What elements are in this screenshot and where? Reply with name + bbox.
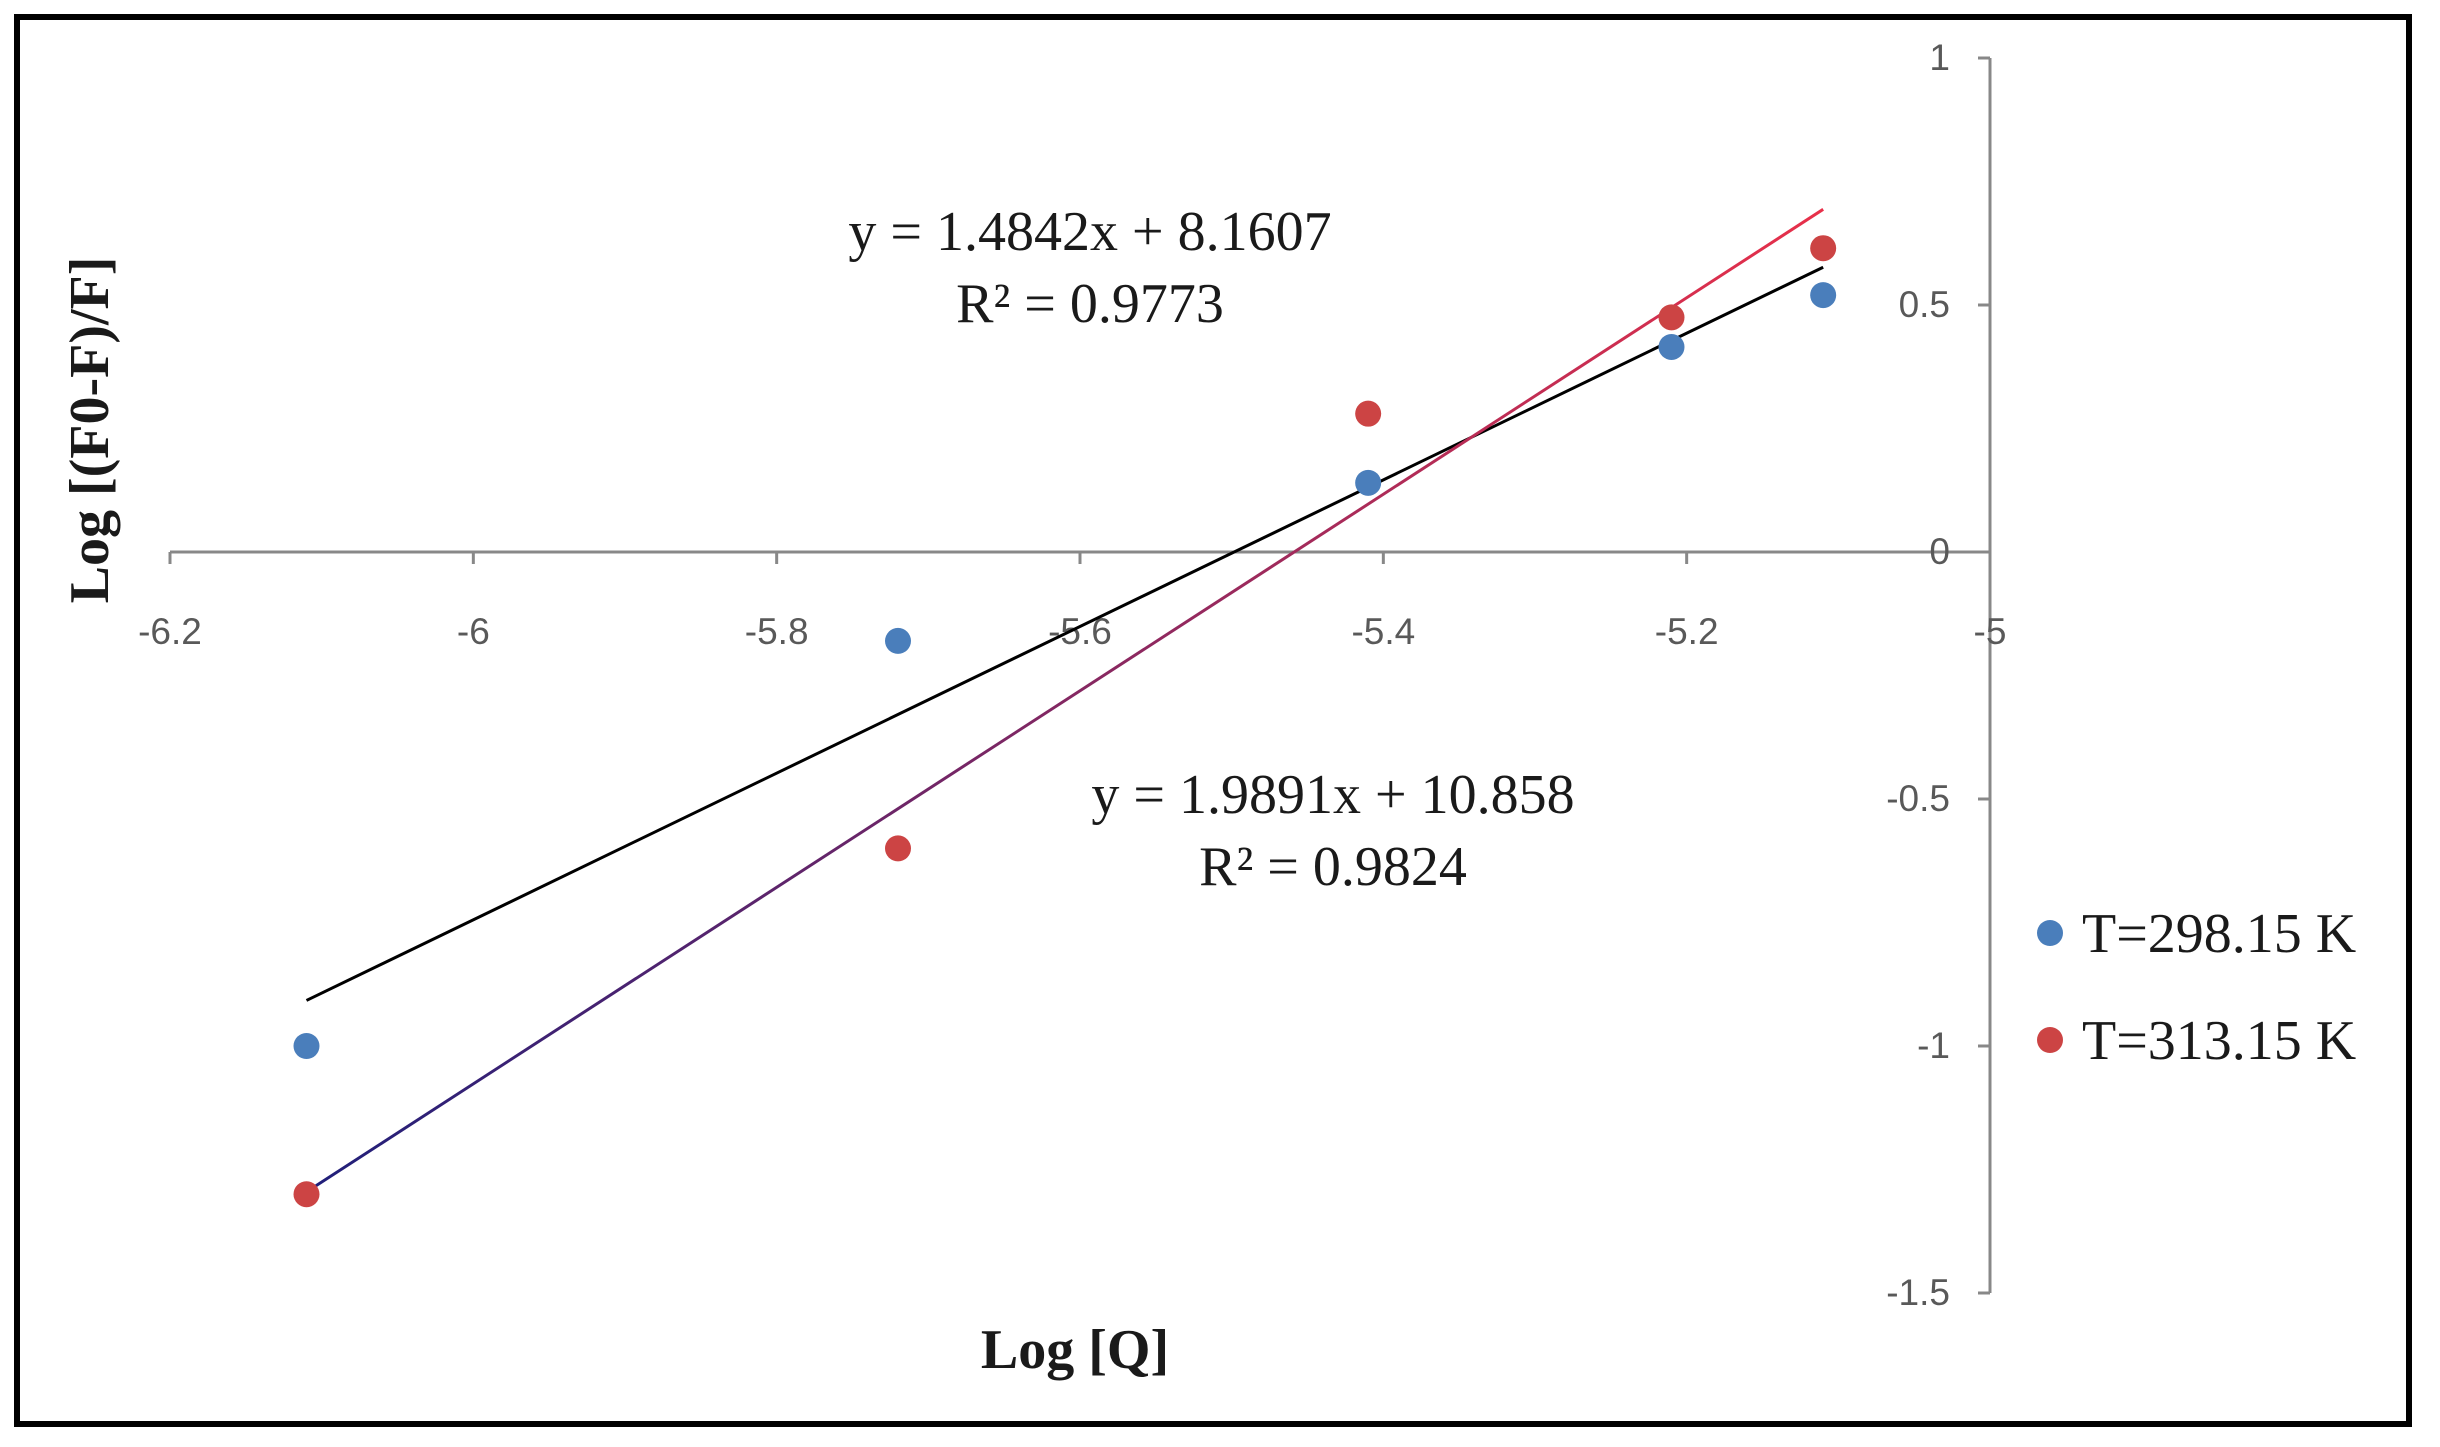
trendlines (305, 208, 1824, 1194)
data-points (293, 235, 1837, 1208)
equation-series-2: y = 1.9891x + 10.858 (1091, 764, 1574, 826)
y-tick-label: -1.5 (1886, 1272, 1950, 1313)
data-point-series-2 (1658, 304, 1685, 331)
y-tick-label: -0.5 (1886, 778, 1950, 819)
r2-series-2: R² = 0.9824 (1199, 836, 1467, 898)
legend-label-series-2: T=313.15 K (2082, 1010, 2356, 1072)
x-tick-label: -5 (1974, 611, 2007, 652)
chart-frame (14, 14, 2412, 1427)
x-tick-label: -5.8 (745, 611, 809, 652)
x-tick-label: -6.2 (138, 611, 202, 652)
data-point-series-2 (1355, 400, 1382, 427)
data-point-series-1 (293, 1033, 320, 1059)
data-point-series-2 (293, 1181, 320, 1208)
legend-marker-series-2 (2037, 1027, 2063, 1053)
data-point-series-1 (885, 627, 911, 654)
y-ticks: 1 0.5 0 -0.5 -1 -1.5 (1886, 37, 1990, 1313)
y-axis-title: Log [(F0-F)/F] (59, 257, 121, 604)
data-point-series-2 (885, 835, 911, 862)
equation-series-1: y = 1.4842x + 8.1607 (848, 201, 1331, 263)
y-tick-label: 0.5 (1899, 284, 1950, 325)
legend-label-series-1: T=298.15 K (2082, 903, 2356, 965)
data-point-series-1 (1810, 282, 1837, 309)
data-point-series-1 (1658, 333, 1685, 360)
legend: T=298.15 K T=313.15 K (2037, 903, 2356, 1072)
data-point-series-2 (1810, 235, 1837, 262)
r2-series-1: R² = 0.9773 (956, 273, 1224, 335)
trendline-series-2 (305, 208, 1824, 1194)
x-axis-title: Log [Q] (981, 1319, 1169, 1381)
x-tick-label: -5.2 (1655, 611, 1719, 652)
y-tick-label: 0 (1929, 531, 1950, 572)
y-tick-label: -1 (1917, 1025, 1950, 1066)
x-ticks: -6.2 -6 -5.8 -5.6 -5.4 -5.2 -5 (138, 552, 2006, 652)
x-tick-label: -6 (457, 611, 490, 652)
y-tick-label: 1 (1929, 37, 1950, 78)
trendline-series-1 (305, 265, 1824, 1002)
legend-marker-series-1 (2037, 920, 2063, 946)
data-point-series-1 (1355, 469, 1382, 496)
x-tick-label: -5.4 (1351, 611, 1415, 652)
